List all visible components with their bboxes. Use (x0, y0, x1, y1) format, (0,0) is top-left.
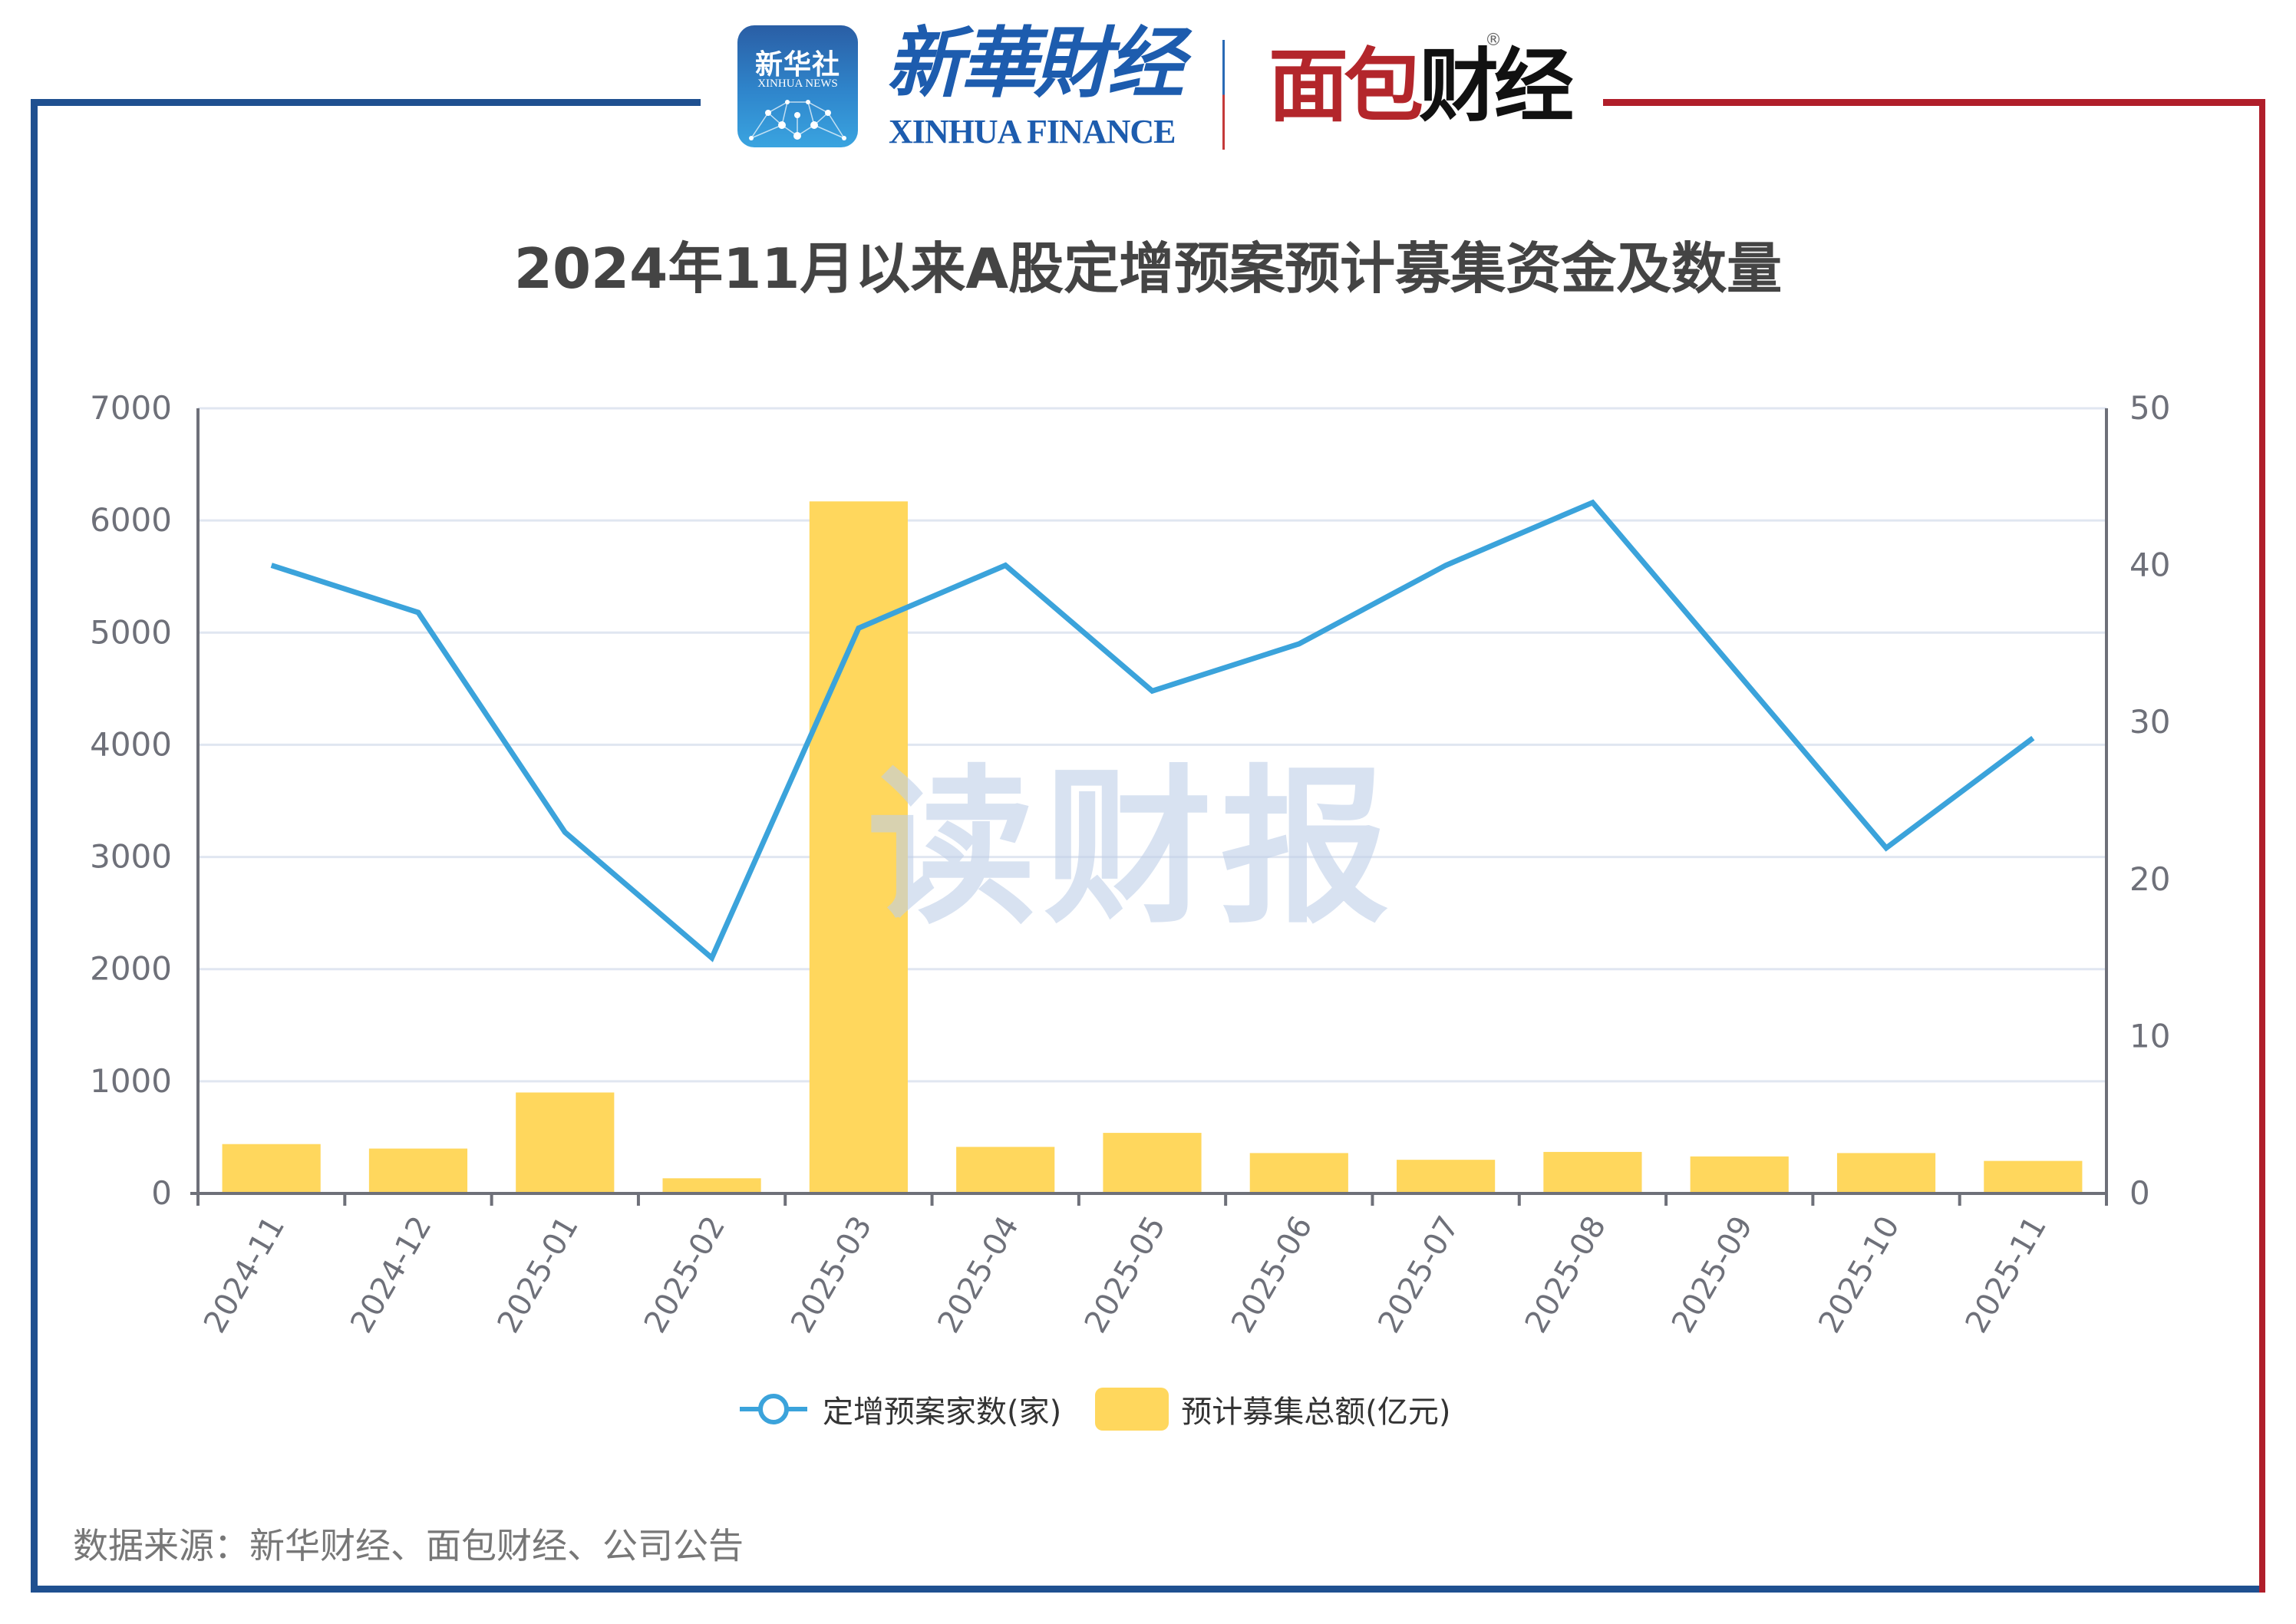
bar-amount-2025-02 (662, 1178, 761, 1193)
x-axis-tick-label: 2025-10 (1812, 1210, 1906, 1339)
bar-amount-2024-12 (368, 1148, 468, 1193)
bar-amount-2025-03 (809, 501, 908, 1193)
right-axis-tick-label: 20 (2129, 860, 2170, 898)
left-axis-tick-label: 5000 (90, 613, 172, 651)
bar-amount-2025-08 (1543, 1151, 1642, 1193)
bar-amount-2025-05 (1103, 1133, 1202, 1193)
x-axis-tick-label: 2025-06 (1225, 1210, 1319, 1339)
frame-top-border-red (1603, 99, 2265, 106)
left-axis-tick-label: 1000 (90, 1062, 172, 1100)
x-axis-tick-label: 2025-02 (638, 1210, 732, 1339)
chart-plot-area: 0 1000 2000 3000 4000 5000 6000 7000 0 10 20 30 40 50… (90, 389, 2170, 1339)
right-axis-tick-label: 10 (2129, 1017, 2170, 1055)
legend-item-bar[interactable]: 预计募集总额(亿元) (1095, 1387, 1450, 1431)
legend-item-line[interactable]: 定增预案家数(家) (737, 1387, 1061, 1431)
x-axis-tick-label: 2024-11 (197, 1210, 292, 1339)
right-axis-tick-label: 50 (2129, 389, 2170, 427)
mianbao-logo-black-text: 财经 (1419, 39, 1574, 133)
x-axis-tick-label: 2025-04 (931, 1210, 1025, 1339)
frame-top-border-blue (31, 99, 701, 106)
registered-trademark-icon: ® (1485, 31, 1502, 50)
x-axis-tick-label: 2024-12 (344, 1210, 438, 1339)
bar-amount-2025-01 (516, 1092, 615, 1193)
right-axis-tick-label: 30 (2129, 703, 2170, 741)
chart-title: 2024年11月以来A股定增预案预计募集资金及数量 (513, 236, 1783, 301)
x-axis-tick-label: 2025-01 (491, 1210, 586, 1339)
mianbao-finance-logo: 面包财经 (1268, 39, 1574, 133)
network-globe-icon (749, 100, 846, 140)
frame-left-border (31, 99, 38, 1593)
chart-legend: 定增预案家数(家) 预计募集总额(亿元) (737, 1388, 1484, 1431)
x-axis-tick-label: 2025-03 (784, 1210, 879, 1339)
xinhua-icon-cn-text: 新华社 (754, 49, 840, 81)
x-axis-tick-label: 2025-08 (1519, 1210, 1613, 1339)
x-axis-tick-label: 2025-09 (1665, 1210, 1760, 1339)
x-axis-tick-label: 2025-11 (1959, 1210, 2054, 1339)
bar-amount-2025-11 (1984, 1160, 2083, 1193)
line-series-marker-icon (740, 1394, 807, 1424)
xinhua-finance-logo-en: XINHUA FINANCE (889, 113, 1176, 150)
bar-amount-2024-11 (222, 1144, 321, 1193)
bar-amount-2025-07 (1397, 1160, 1496, 1193)
left-axis-tick-label: 6000 (90, 501, 172, 539)
bar-amount-2025-10 (1836, 1153, 1936, 1193)
frame-right-border (2259, 99, 2265, 1593)
bar-amount-2025-09 (1690, 1156, 1789, 1193)
mianbao-logo-red-text: 面包 (1268, 39, 1423, 133)
frame-bottom-border (31, 1586, 2265, 1593)
left-axis-tick-label: 3000 (90, 838, 172, 876)
line-plan-count (270, 499, 2035, 962)
legend-label-amount: 预计募集总额(亿元) (1181, 1395, 1451, 1430)
right-axis-tick-label: 40 (2129, 546, 2170, 584)
right-axis-tick-label: 0 (2129, 1174, 2150, 1212)
logo-divider (1222, 40, 1225, 150)
data-source-note: 数据来源：新华财经、面包财经、公司公告 (73, 1525, 744, 1566)
left-axis-tick-label: 7000 (90, 389, 172, 427)
bar-amount-2025-04 (956, 1147, 1055, 1193)
xinhua-finance-logo-cn: 新華財经 (886, 18, 1184, 108)
left-axis-tick-label: 4000 (90, 725, 172, 763)
x-axis-tick-label: 2025-05 (1078, 1210, 1173, 1339)
xinhua-news-logo-icon: 新华社 XINHUA NEWS (737, 25, 858, 147)
x-axis-tick-label: 2025-07 (1371, 1210, 1466, 1339)
bar-series-swatch-icon (1095, 1388, 1169, 1431)
legend-label-count: 定增预案家数(家) (823, 1395, 1062, 1430)
xinhua-icon-en-text: XINHUA NEWS (757, 78, 838, 90)
left-axis-tick-label: 2000 (90, 950, 172, 988)
bar-amount-2025-06 (1249, 1153, 1348, 1193)
left-axis-tick-label: 0 (151, 1174, 172, 1212)
